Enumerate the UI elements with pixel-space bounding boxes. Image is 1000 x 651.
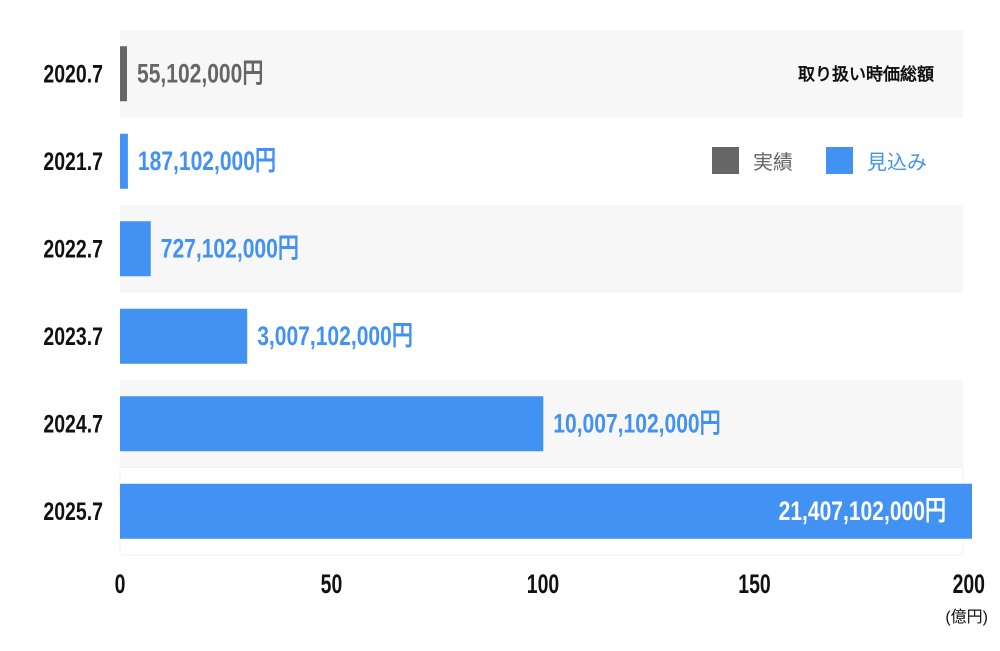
category-label: 2024.7 xyxy=(43,410,103,438)
value-label: 55,102,000円 xyxy=(137,59,263,89)
row-band xyxy=(120,30,963,118)
value-label: 3,007,102,000円 xyxy=(257,322,413,352)
category-label: 2020.7 xyxy=(43,60,103,88)
legend-label-forecast: 見込み xyxy=(867,151,927,174)
bar-2021.7 xyxy=(120,133,128,189)
bar-2023.7 xyxy=(120,308,248,364)
unit-label: (億円) xyxy=(945,608,988,626)
category-label: 2021.7 xyxy=(43,148,103,176)
category-label: 2025.7 xyxy=(43,498,103,526)
legend-swatch-forecast xyxy=(826,147,853,174)
bar-2020.7 xyxy=(120,46,127,102)
category-label: 2023.7 xyxy=(43,323,103,351)
bar-2025.7 xyxy=(120,483,972,539)
value-label: 187,102,000円 xyxy=(138,147,276,177)
legend-swatch-actual xyxy=(712,147,739,174)
row-band xyxy=(120,292,963,380)
x-tick-label: 0 xyxy=(115,569,126,599)
chart-title: 取り扱い時価総額 xyxy=(798,64,934,84)
bar-2024.7 xyxy=(120,396,544,452)
x-tick-label: 150 xyxy=(738,569,770,599)
value-label: 727,102,000円 xyxy=(161,234,299,264)
x-tick-label: 100 xyxy=(527,569,559,599)
value-label: 10,007,102,000円 xyxy=(553,409,720,439)
legend-label-actual: 実績 xyxy=(753,151,793,174)
x-tick-label: 200 xyxy=(953,569,985,599)
x-tick-label: 50 xyxy=(321,569,343,599)
bar-2022.7 xyxy=(120,221,151,277)
row-band xyxy=(120,117,963,205)
category-label: 2022.7 xyxy=(43,235,103,263)
value-label: 21,407,102,000円 xyxy=(779,497,946,527)
row-band xyxy=(120,205,963,293)
